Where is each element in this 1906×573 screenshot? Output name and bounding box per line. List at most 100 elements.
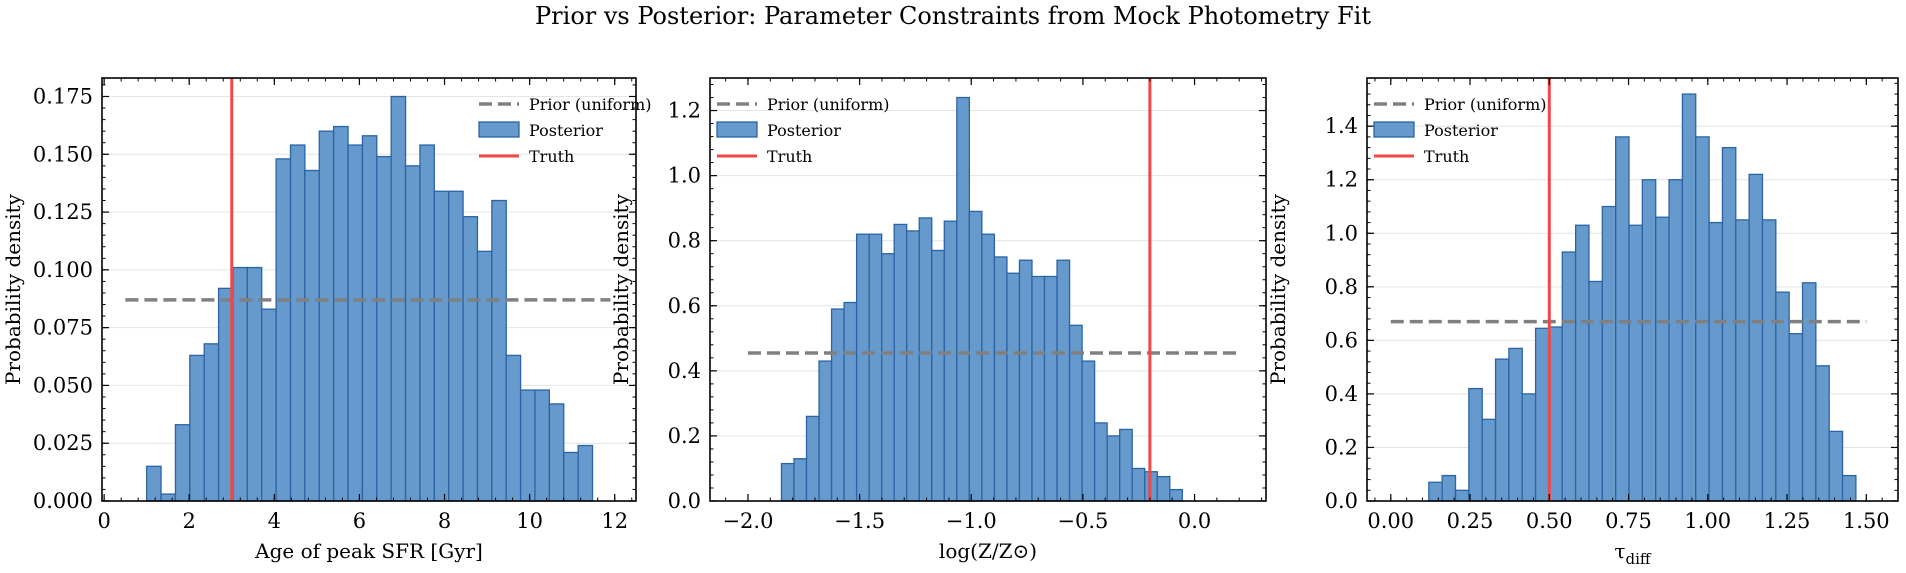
chart-panel-2: −2.0 −1.5 −1.0 −0.5 0.0 0.0 0.2 0.4 0.6 0.8 1.0 1.2… xyxy=(609,77,1267,563)
legend-prior-label: Prior (uniform) xyxy=(529,95,651,114)
legend-truth-label: Truth xyxy=(1424,147,1469,166)
posterior-bar xyxy=(519,389,536,502)
posterior-bar xyxy=(843,301,858,502)
y-tick-label: 1.2 xyxy=(668,99,701,123)
posterior-bar xyxy=(246,266,263,502)
posterior-bar xyxy=(956,96,971,502)
figure-title: Prior vs Posterior: Parameter Constraint… xyxy=(535,2,1371,30)
legend-posterior-swatch xyxy=(716,121,758,138)
posterior-bar xyxy=(868,233,883,502)
posterior-bar xyxy=(830,308,845,502)
posterior-bar xyxy=(318,130,335,502)
posterior-bar xyxy=(881,253,895,502)
posterior-bar xyxy=(577,444,594,502)
x-tick-label: 0.75 xyxy=(1605,509,1652,533)
posterior-bar xyxy=(1788,333,1804,502)
posterior-bar xyxy=(1043,275,1058,502)
posterior-bar xyxy=(1548,326,1563,502)
posterior-bar xyxy=(304,169,320,502)
posterior-bar xyxy=(376,155,392,502)
posterior-bar xyxy=(476,250,493,502)
y-tick-label: 0.050 xyxy=(33,373,93,397)
legend-posterior-label: Posterior xyxy=(767,121,841,140)
x-tick-label: −2.0 xyxy=(722,509,773,533)
axes-frame xyxy=(709,77,1267,502)
posterior-bar xyxy=(548,403,565,502)
posterior-bar xyxy=(1841,474,1857,502)
y-tick-label: 0.0 xyxy=(668,489,701,513)
y-tick-label: 0.175 xyxy=(33,84,93,108)
posterior-bar xyxy=(968,210,983,502)
posterior-bar xyxy=(1708,221,1724,502)
posterior-bar xyxy=(1093,422,1108,502)
posterior-bar xyxy=(505,354,522,502)
y-tick-label: 1.2 xyxy=(1325,168,1358,192)
posterior-bar xyxy=(1695,136,1710,502)
posterior-bar xyxy=(462,216,479,502)
posterior-bar xyxy=(289,144,306,502)
posterior-bar xyxy=(1056,259,1071,502)
posterior-bar xyxy=(1521,393,1537,502)
posterior-bar xyxy=(1748,173,1764,502)
y-tick-label: 1.0 xyxy=(668,164,701,188)
x-tick-label: 0.00 xyxy=(1367,509,1414,533)
posterior-bar xyxy=(1721,146,1737,502)
posterior-bar xyxy=(261,308,277,502)
axes-frame xyxy=(1366,77,1899,502)
y-tick-label: 0.0 xyxy=(1325,489,1358,513)
posterior-bar xyxy=(1481,418,1497,502)
posterior-bar xyxy=(275,158,292,502)
posterior-bar xyxy=(174,424,191,502)
chart-panel-1: 0 2 4 6 8 10 12 0.000 0.025 0.050 0.075 0.100 0.125 0… xyxy=(1,77,651,563)
legend-posterior-swatch xyxy=(1373,121,1415,138)
posterior-bar xyxy=(189,354,205,502)
posterior-bar xyxy=(1131,467,1146,502)
x-tick-label: 0 xyxy=(97,509,110,533)
posterior-bar xyxy=(448,190,464,502)
y-tick-label: 0.2 xyxy=(1325,435,1358,459)
x-axis-label: τdiff xyxy=(1614,539,1651,568)
legend-prior-label: Prior (uniform) xyxy=(767,95,889,114)
y-axis-label: Probability density xyxy=(1266,193,1290,385)
posterior-bar xyxy=(1156,475,1171,502)
posterior-bar xyxy=(943,220,958,502)
posterior-bar xyxy=(780,462,795,502)
posterior-bar xyxy=(332,125,349,502)
posterior-bar xyxy=(534,389,551,502)
posterior-bar xyxy=(491,199,507,502)
posterior-bar xyxy=(1588,280,1603,502)
posterior-bar xyxy=(1655,216,1670,502)
y-tick-label: 0.8 xyxy=(1325,275,1358,299)
posterior-bar xyxy=(1681,93,1697,502)
posterior-bar xyxy=(146,465,162,502)
x-tick-label: 6 xyxy=(353,509,366,533)
legend: Prior (uniform) Posterior Truth xyxy=(1373,95,1546,166)
x-tick-label: 10 xyxy=(516,509,543,533)
y-tick-label: 0.6 xyxy=(668,294,701,318)
posterior-bar xyxy=(1119,428,1133,502)
x-tick-label: −1.0 xyxy=(946,509,997,533)
chart-panel-3: 0.00 0.25 0.50 0.75 1.00 1.25 1.50 0.0 0.2 0.4 0.6… xyxy=(1266,77,1899,568)
y-axis-label: Probability density xyxy=(609,193,633,385)
posterior-bar xyxy=(805,415,820,502)
posterior-bar xyxy=(1169,488,1183,502)
posterior-bar xyxy=(1641,179,1657,502)
y-tick-label: 0.100 xyxy=(33,258,93,282)
legend-posterior-label: Posterior xyxy=(1424,121,1498,140)
posterior-bar xyxy=(232,266,249,502)
legend-posterior-label: Posterior xyxy=(529,121,603,140)
x-tick-label: −1.5 xyxy=(834,509,885,533)
posterior-bar xyxy=(1534,327,1550,502)
y-tick-label: 0.075 xyxy=(33,316,93,340)
posterior-bar xyxy=(404,165,421,502)
y-tick-label: 0.2 xyxy=(668,424,701,448)
posterior-bar xyxy=(1561,251,1577,502)
posterior-bar xyxy=(347,144,364,502)
posterior-bar xyxy=(1441,474,1457,502)
posterior-bar xyxy=(160,493,177,502)
posterior-bar xyxy=(931,249,945,502)
y-axis-label: Probability density xyxy=(1,193,25,385)
legend-truth-label: Truth xyxy=(767,147,812,166)
y-tick-label: 1.4 xyxy=(1325,114,1358,138)
